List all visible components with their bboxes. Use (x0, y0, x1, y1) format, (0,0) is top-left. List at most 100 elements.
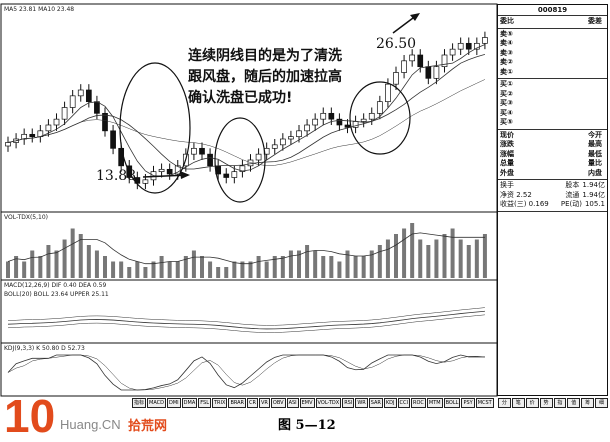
volume-bar (78, 234, 83, 278)
arrow-head (410, 13, 420, 21)
panel-tab[interactable]: 值 (567, 398, 581, 408)
indicator-tab[interactable]: DMI (167, 398, 181, 408)
quote-row: 买② (500, 89, 513, 98)
candle-body (473, 42, 480, 50)
indicator-tab[interactable]: EMV (299, 398, 315, 408)
quote-row: 涨幅 最低 (500, 149, 602, 158)
volume-bar (175, 261, 180, 278)
indicator-tab[interactable]: ASI (286, 398, 299, 408)
volume-bar (38, 256, 43, 278)
volume-bar (86, 245, 91, 278)
volume-bar (46, 245, 51, 278)
volume-bar (434, 239, 439, 278)
annotation-line: 连续阴线目的是为了清洗 (188, 48, 342, 64)
indicator-tab[interactable]: PSY (461, 398, 475, 408)
volume-bar (337, 261, 342, 278)
arrow-low (142, 174, 189, 178)
volume-bar (418, 239, 423, 278)
volume-bar (345, 250, 350, 278)
high-price-label: 26.50 (376, 36, 417, 52)
volume-bar (62, 239, 67, 278)
volume-bar (200, 256, 204, 278)
volume-bar (402, 228, 407, 278)
indicator-tab[interactable]: BOLL (443, 398, 461, 408)
candle-body (174, 165, 181, 175)
panel-tab[interactable]: 价 (525, 398, 539, 408)
indicator-tab[interactable]: CCI (397, 398, 410, 408)
indicator-tab[interactable]: ROC (410, 398, 426, 408)
candle-body (393, 72, 399, 85)
volume-bar (426, 245, 431, 278)
panel-tab[interactable]: 势 (539, 398, 553, 408)
candle-body (110, 130, 116, 149)
indicator-tab[interactable]: DMA (181, 398, 198, 408)
stock-code: 000819 (498, 5, 607, 16)
ma5-line (7, 44, 486, 177)
vol-ma5-line (7, 232, 485, 265)
panel-tab[interactable]: 笔 (511, 398, 525, 408)
volume-bar (458, 239, 463, 278)
indicator-tab[interactable]: RSI (342, 398, 355, 408)
volume-bar (119, 261, 124, 278)
ma20-line (7, 79, 486, 166)
indicator-tab[interactable]: 指标 (132, 398, 147, 408)
candle-body (425, 66, 432, 79)
volume-bar (143, 267, 148, 278)
volume-bar (183, 256, 188, 278)
panel-tab[interactable]: 分 (498, 398, 511, 408)
volume-bar (167, 261, 172, 278)
indicator-tab[interactable]: MACD (147, 398, 167, 408)
quote-row: 卖③ (500, 48, 513, 57)
panel-tab[interactable]: 细 (595, 398, 608, 408)
indicator-tab[interactable]: VOL-TDX (315, 398, 342, 408)
watermark-cn: 拾荒网 (128, 419, 168, 434)
volume-bar (224, 267, 229, 278)
quote-panel: 000819 委比 委差 卖⑤ 卖④ 卖③ 卖② 卖① 买① 买② 买③ 买④ 买⑤ 现价 今开 涨跌… (497, 4, 608, 396)
panel-tab[interactable]: 指 (553, 398, 567, 408)
indicator-tab[interactable]: VR (259, 398, 270, 408)
candle-body (102, 112, 108, 132)
candle-body (239, 165, 246, 173)
candle-body (457, 42, 464, 50)
panel-tab[interactable]: 筹 (581, 398, 595, 408)
volume-bar (94, 250, 99, 278)
candle-body (94, 101, 100, 114)
volume-bar (329, 256, 334, 278)
indicator-tab[interactable]: KDJ (383, 398, 397, 408)
candle-body (223, 173, 230, 178)
candle-body (328, 112, 335, 120)
candle-body (271, 144, 278, 149)
quote-row: 现价 今开 (500, 130, 602, 139)
candle-body (199, 147, 205, 155)
volume-bar (305, 245, 310, 278)
volume-bar (127, 267, 132, 278)
volume-bar (482, 234, 487, 278)
indicator-tab[interactable]: WR (355, 398, 368, 408)
indicator-tab[interactable]: MCST (475, 398, 494, 408)
indicator-tab[interactable]: SAR (368, 398, 383, 408)
volume-bar (248, 261, 253, 278)
candle-body (61, 107, 68, 120)
candle-body (85, 89, 92, 103)
volume-bar (385, 239, 390, 278)
indicator-tab[interactable]: BRAR (228, 398, 247, 408)
candle-body (69, 95, 76, 108)
volume-bar (297, 250, 301, 278)
indicator-tab[interactable]: MTM (426, 398, 443, 408)
quote-row: 外盘 内盘 (500, 168, 602, 177)
indicator-tab[interactable]: CR (247, 398, 259, 408)
volume-bar (361, 256, 366, 278)
candle-body (344, 124, 351, 128)
indicator-tab[interactable]: TRIX (212, 398, 228, 408)
arrow-head (180, 171, 190, 179)
candle-body (45, 124, 52, 132)
circle-annotation (349, 81, 411, 155)
indicator-tab[interactable]: OBV (270, 398, 286, 408)
boll-legend: BOLL(20) BOLL 23.64 UPPER 25.11 (4, 291, 109, 298)
indicator-tab[interactable]: FSL (198, 398, 211, 408)
candle-body (279, 138, 286, 146)
quote-row: 换手 股本 1.94亿 (500, 181, 605, 189)
candle-body (376, 101, 383, 114)
volume-bar (474, 239, 479, 278)
